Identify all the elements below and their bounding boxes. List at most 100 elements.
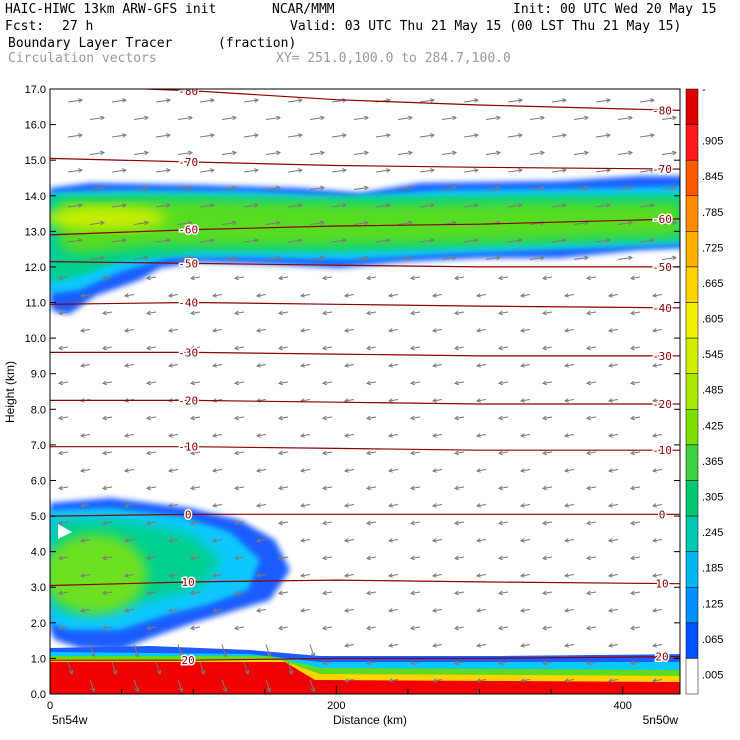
x-tick-label: 0 xyxy=(47,700,53,712)
vector-arrow xyxy=(155,203,172,208)
vector-arrow xyxy=(617,150,634,156)
vector-arrow xyxy=(265,644,272,658)
vector-arrow xyxy=(595,98,612,103)
colorbar-label: .305 xyxy=(702,491,723,503)
vector-arrow xyxy=(419,168,436,173)
vector-arrow xyxy=(397,150,414,156)
vector-arrow xyxy=(585,485,597,491)
vector-arrow xyxy=(453,310,465,316)
vector-arrow xyxy=(563,468,575,473)
vector-arrow xyxy=(519,328,531,333)
vector-arrow xyxy=(651,503,663,508)
vector-arrow xyxy=(277,415,289,421)
vector-arrow xyxy=(299,293,311,298)
vector-arrow xyxy=(431,363,443,368)
vector-arrow xyxy=(497,415,509,421)
vector-arrow xyxy=(497,380,509,386)
vector-arrow xyxy=(563,398,575,403)
vector-arrow xyxy=(277,345,289,351)
vector-arrow xyxy=(167,293,179,298)
plot-frame xyxy=(49,88,681,695)
vector-arrow xyxy=(123,468,135,473)
vector-arrow xyxy=(563,363,575,368)
vector-arrow xyxy=(409,450,421,456)
vector-arrow xyxy=(409,310,421,316)
vector-arrow xyxy=(375,168,392,173)
vector-arrow xyxy=(431,293,443,298)
vector-arrow xyxy=(409,380,421,386)
vector-arrow xyxy=(145,590,157,596)
vector-arrow xyxy=(123,293,135,298)
vector-arrow xyxy=(221,255,238,261)
vector-arrow xyxy=(563,433,575,438)
vector-arrow xyxy=(651,293,663,298)
vector-arrow xyxy=(255,433,267,438)
vector-arrow xyxy=(145,485,157,491)
vector-arrow xyxy=(607,678,619,683)
vector-arrow xyxy=(101,555,113,561)
vector-arrow xyxy=(167,538,179,543)
vector-arrow xyxy=(441,185,458,191)
vector-arrow xyxy=(309,115,326,121)
vector-arrow xyxy=(233,450,245,456)
colorbar-swatch xyxy=(685,302,699,339)
vector-arrow xyxy=(57,345,69,351)
vector-arrow xyxy=(287,203,304,208)
vector-arrow xyxy=(629,660,641,666)
vector-arrow xyxy=(529,115,546,121)
vector-arrow xyxy=(79,573,91,578)
vectors-label: Circulation vectors xyxy=(8,51,157,66)
vector-arrow xyxy=(343,608,355,613)
isotherm-label: -70 xyxy=(652,163,672,176)
isotherm-line: -30 -30 xyxy=(50,345,680,364)
vector-arrow xyxy=(551,98,568,103)
vector-arrow xyxy=(585,380,597,386)
vector-arrow xyxy=(607,328,619,333)
vector-arrow xyxy=(199,203,216,208)
vector-arrow xyxy=(497,345,509,351)
colorbar-label: .425 xyxy=(702,420,723,432)
vector-arrow xyxy=(155,661,162,675)
vector-arrow xyxy=(485,150,502,156)
vector-arrow xyxy=(617,185,634,191)
x-tick-label: 200 xyxy=(327,700,345,712)
vector-arrow xyxy=(409,590,421,596)
field-units: (fraction) xyxy=(218,36,297,51)
plume-notch xyxy=(58,524,72,539)
vector-arrow xyxy=(79,433,91,438)
vector-arrow xyxy=(529,150,546,156)
vector-arrow xyxy=(629,415,641,421)
vector-arrow xyxy=(189,555,201,561)
vector-arrow xyxy=(89,255,106,261)
vector-arrow xyxy=(365,660,377,666)
y-tick-label: 1.0 xyxy=(31,653,46,665)
vector-arrow xyxy=(343,538,355,543)
vector-arrow xyxy=(661,220,678,226)
vector-arrow xyxy=(607,538,619,543)
vector-arrow xyxy=(563,608,575,613)
vector-arrow xyxy=(519,293,531,298)
isotherm-label: -30 xyxy=(178,346,198,359)
vector-arrow xyxy=(475,433,487,438)
vector-arrow xyxy=(551,168,568,173)
colorbar-label: .125 xyxy=(702,598,723,610)
vector-arrow xyxy=(145,520,157,526)
isotherm-label: 0 xyxy=(659,508,666,521)
vector-arrow xyxy=(255,608,267,613)
vector-arrow xyxy=(67,203,84,208)
vector-arrow xyxy=(145,450,157,456)
vector-arrow xyxy=(189,275,201,281)
org-label: NCAR/MMM xyxy=(272,2,335,17)
vector-arrow xyxy=(101,275,113,281)
vector-arrow xyxy=(331,203,348,208)
vector-arrow xyxy=(353,220,370,226)
vector-arrow xyxy=(89,220,106,226)
vector-arrow xyxy=(211,433,223,438)
vector-arrow xyxy=(133,220,150,226)
vector-arrow xyxy=(629,485,641,491)
vector-arrow xyxy=(221,679,228,693)
vector-arrow xyxy=(475,363,487,368)
isotherm-line: 10 10 xyxy=(50,574,680,592)
vector-arrow xyxy=(265,185,282,191)
